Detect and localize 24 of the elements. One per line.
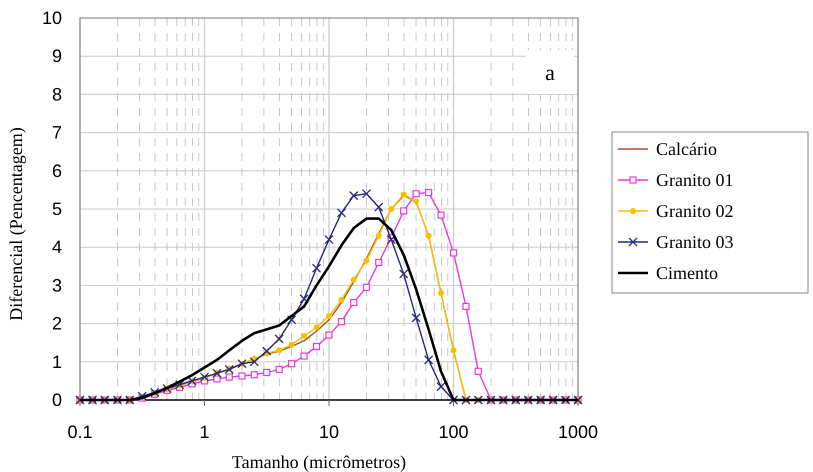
legend-label: Granito 02 bbox=[656, 201, 734, 221]
y-tick-label: 8 bbox=[52, 84, 62, 104]
x-axis-title: Tamanho (micrômetros) bbox=[232, 452, 406, 472]
y-tick-label: 5 bbox=[52, 199, 62, 219]
legend-label: Calcário bbox=[656, 139, 717, 159]
y-tick-label: 6 bbox=[52, 160, 62, 181]
legend-label: Granito 01 bbox=[656, 170, 734, 190]
y-tick-label: 1 bbox=[52, 352, 62, 372]
legend-label: Cimento bbox=[656, 263, 718, 283]
y-tick-label: 9 bbox=[52, 46, 62, 66]
x-tick-label: 1 bbox=[199, 422, 210, 442]
y-tick-label: 7 bbox=[52, 122, 62, 143]
y-axis-title: Diferencial (Pencentagem) bbox=[6, 127, 26, 321]
y-tick-label: 10 bbox=[42, 8, 62, 28]
y-tick-label: 2 bbox=[52, 314, 62, 334]
y-tick-label: 0 bbox=[52, 390, 62, 410]
y-tick-label: 3 bbox=[52, 275, 62, 296]
annotation: a bbox=[545, 60, 556, 85]
x-tick-label: 100 bbox=[438, 422, 469, 442]
x-tick-label: 0.1 bbox=[67, 422, 93, 442]
x-tick-label: 10 bbox=[318, 422, 340, 442]
x-tick-label: 1000 bbox=[558, 422, 598, 442]
y-tick-label: 4 bbox=[52, 237, 62, 258]
legend-label: Granito 03 bbox=[656, 232, 734, 252]
